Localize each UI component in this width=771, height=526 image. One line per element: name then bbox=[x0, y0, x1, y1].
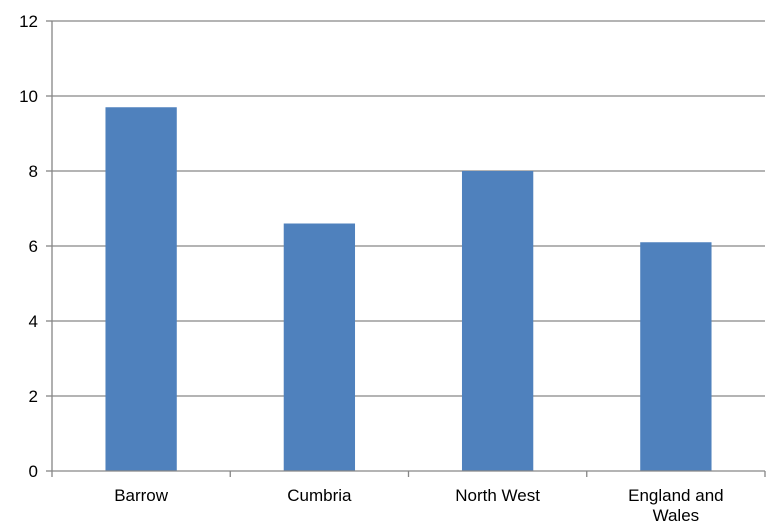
axes bbox=[46, 20, 766, 477]
x-axis-category-labels: Barrow Cumbria North West England and Wales bbox=[114, 486, 723, 525]
x-category-label: Barrow bbox=[114, 486, 169, 505]
bar bbox=[283, 223, 356, 471]
y-tick-label: 4 bbox=[29, 312, 38, 331]
bar bbox=[105, 107, 177, 471]
y-tick-label: 0 bbox=[29, 462, 38, 481]
bars bbox=[105, 107, 712, 471]
y-tick-label: 12 bbox=[19, 12, 38, 31]
x-category-label: North West bbox=[455, 486, 540, 505]
y-axis-tick-labels: 0 2 4 6 8 10 12 bbox=[19, 12, 38, 481]
y-tick-label: 2 bbox=[29, 387, 38, 406]
y-tick-label: 8 bbox=[29, 162, 38, 181]
bar bbox=[640, 242, 712, 471]
bar bbox=[461, 171, 534, 471]
y-tick-label: 10 bbox=[19, 87, 38, 106]
y-tick-label: 6 bbox=[29, 237, 38, 256]
x-category-label: England and Wales bbox=[628, 486, 723, 525]
x-category-label: Cumbria bbox=[287, 486, 352, 505]
